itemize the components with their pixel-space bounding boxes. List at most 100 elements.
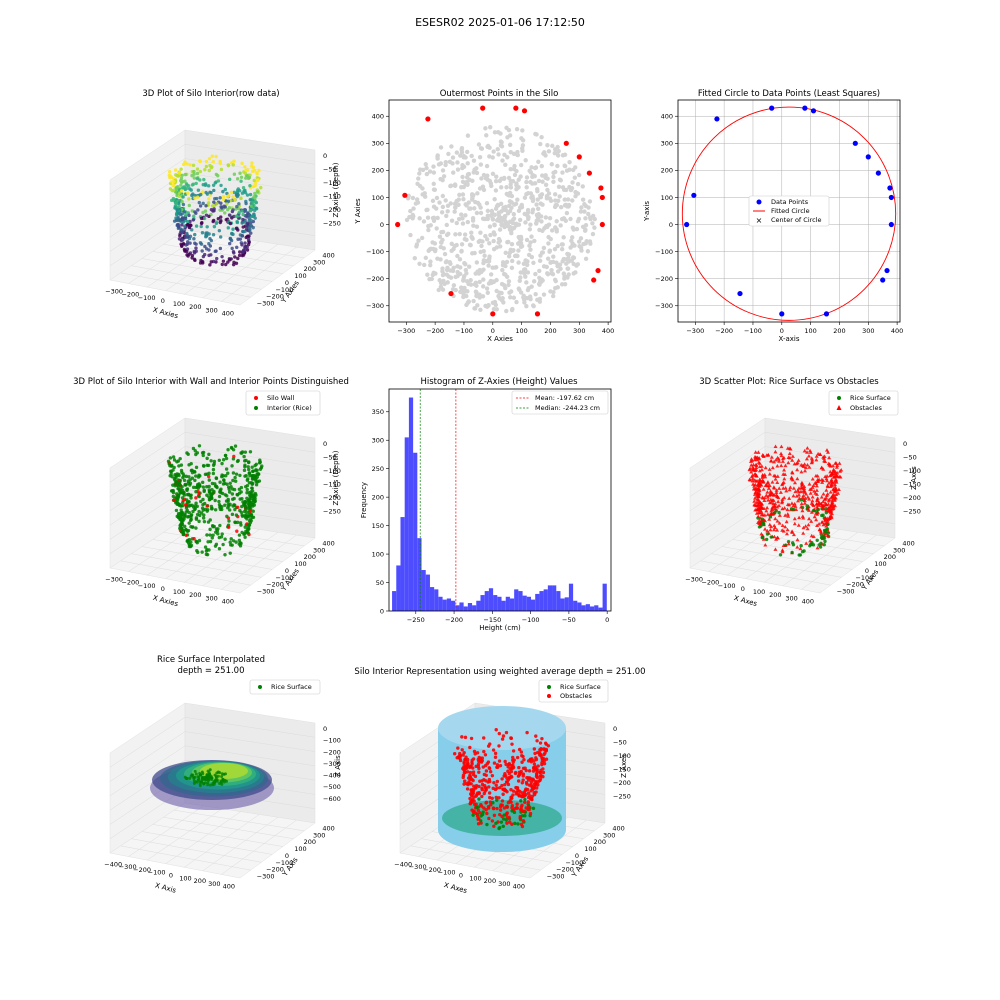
scan-point [532,762,537,766]
x-tick-label: 400 [513,883,525,891]
interior-point [476,239,481,245]
scan-point [213,508,218,512]
scan-point [536,764,540,768]
x-tick-label: 200 [194,877,206,885]
interior-point [485,208,491,214]
interior-point [491,279,497,284]
scan-point [796,523,801,527]
legend: Data Points Fitted Circle × Center of Ci… [748,195,830,227]
interior-point [431,170,437,175]
interior-point [540,202,545,207]
interior-point [555,198,561,204]
interior-point [430,198,436,204]
legend-label: Rice Surface [560,683,601,691]
scan-point [816,451,821,456]
scan-point [507,820,512,824]
scan-point [250,489,255,493]
interior-point [568,216,573,222]
scan-point [171,183,175,188]
scan-point [181,242,186,246]
legend-marker-rice [547,685,551,689]
scan-point [818,452,823,456]
data-point [810,108,817,114]
interior-point [501,271,507,277]
scan-point [825,484,830,489]
x-tick-label: 400 [222,309,234,317]
grid-line [120,845,251,871]
scan-point [187,521,191,525]
scan-point [229,537,233,541]
scan-point [503,782,507,787]
scan-point [238,250,242,254]
scan-point [824,520,829,525]
scan-point [501,817,506,821]
scan-point [194,224,199,228]
interior-point [525,191,531,196]
scan-point [245,510,249,514]
scan-point [190,193,194,198]
interior-point [536,178,542,184]
scan-point [770,512,775,516]
interior-point [447,159,453,165]
interior-point [458,289,463,295]
scan-point [474,811,478,816]
scan-point [823,521,828,526]
scan-point [773,501,778,506]
interior-point [562,197,567,202]
scan-point [503,759,507,764]
scan-point [184,510,188,514]
interior-point [464,149,470,155]
panel-histogram: Histogram of Z-Axies (Height) Values −25… [360,377,612,632]
interior-point [457,257,463,262]
scan-point [813,491,818,495]
z-tick-label: −150 [323,192,341,200]
x-tick-label: −50 [562,616,576,624]
y-tick-label: −300 [257,873,275,881]
scan-point [214,172,219,177]
interior-point [460,163,465,168]
interior-point [458,265,463,270]
interior-point [520,128,525,133]
scan-point [208,533,212,537]
interior-point [410,195,416,201]
histogram-bar [560,598,565,611]
scan-point [226,448,230,452]
scan-point [785,527,790,532]
scan-point [771,527,776,532]
scan-point [825,533,830,538]
scan-point [506,769,510,773]
scan-point [253,196,257,201]
y-tick-label: 200 [661,167,673,175]
interior-point [484,304,490,309]
interior-point [526,252,532,258]
scan-point [178,457,182,461]
scan-point [528,757,533,761]
interior-point [492,197,497,202]
interior-point [565,266,570,271]
scan-point [181,532,186,537]
scan-point [807,516,812,521]
z-tick-label: 0 [323,725,327,733]
scan-point [197,444,202,448]
scan-point [231,539,236,543]
scan-point [516,788,520,793]
scan-point [810,542,814,547]
scan-point [242,468,247,473]
scan-point [217,228,222,233]
scan-point [177,481,182,486]
scan-point [205,547,209,552]
interior-point [549,228,555,233]
interior-point [475,191,480,196]
scan-point [182,185,187,189]
scan-point [793,480,798,485]
interior-point [520,148,525,154]
scan-point [495,763,500,767]
scan-point [492,813,497,818]
scan-point [482,806,486,810]
scan-point [184,528,188,532]
interior-point [565,197,571,202]
interior-point [462,260,467,266]
x-tick-label: −200 [715,327,733,335]
interior-point [516,260,521,265]
scan-point [187,504,191,508]
